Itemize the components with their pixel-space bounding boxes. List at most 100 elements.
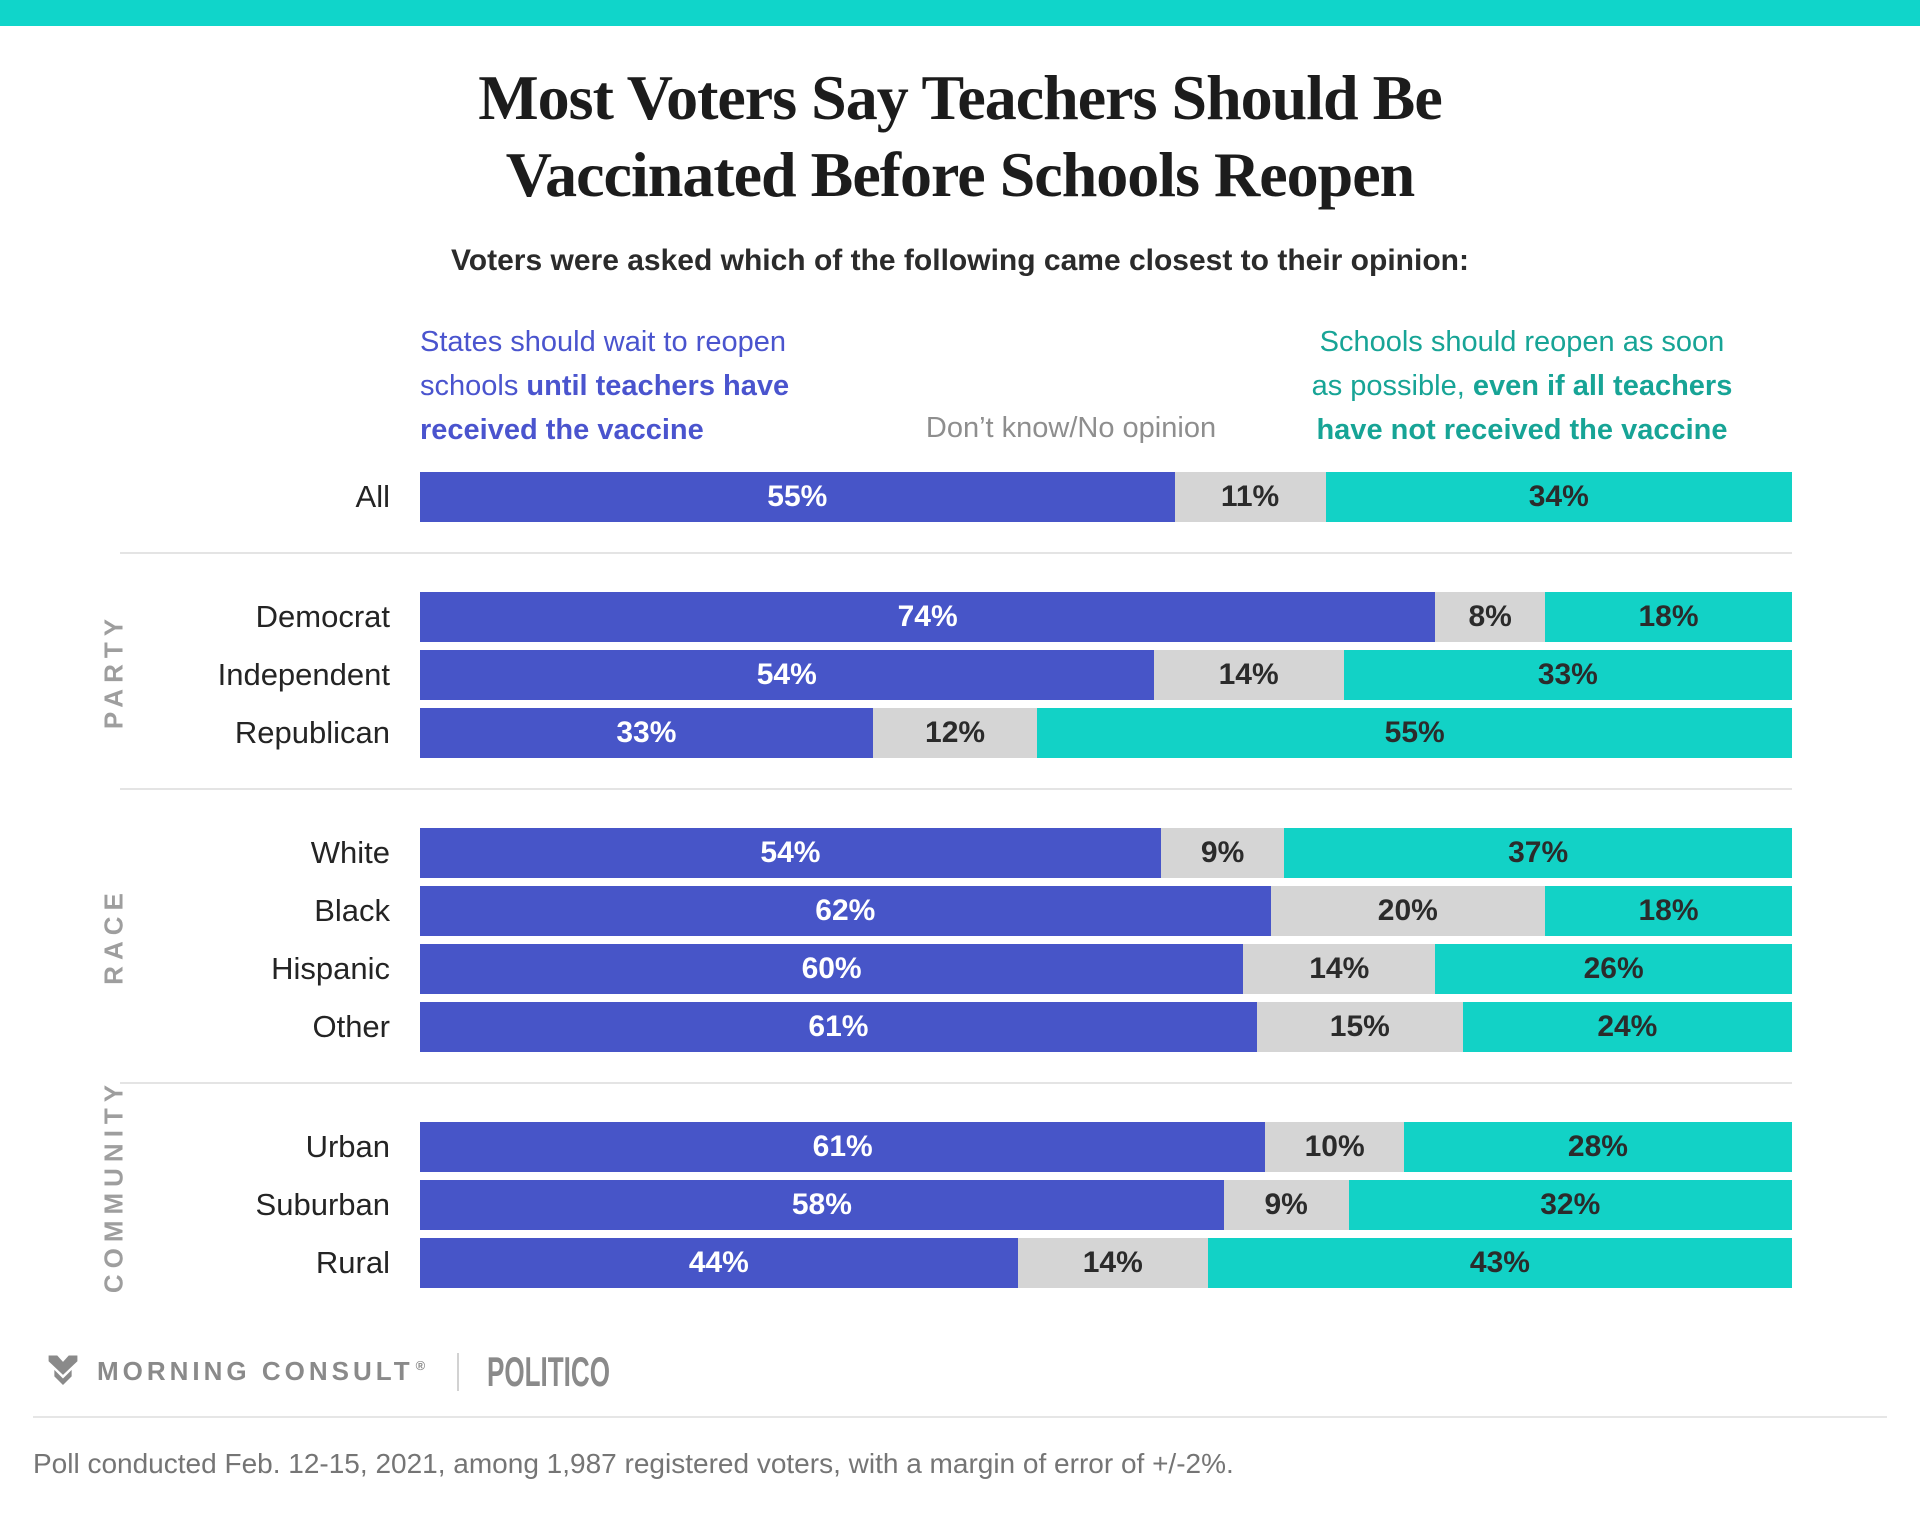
row-label: Black	[314, 892, 390, 928]
chart-title-line1: Most Voters Say Teachers Should Be	[478, 62, 1442, 133]
bar-row-other: Other 61% 15% 24%	[120, 1001, 1792, 1052]
segment-dont-know: 14%	[1243, 943, 1436, 994]
row-label: Democrat	[255, 598, 390, 634]
row-label: Republican	[234, 714, 390, 750]
bar-row-all: All 55% 11% 34%	[120, 471, 1792, 522]
stacked-bar: 61% 15% 24%	[420, 1001, 1792, 1052]
brand-top-strip	[0, 0, 1920, 26]
chart-group-all: All 55% 11% 34%	[120, 471, 1792, 552]
legend-wait-line3-bold: received the vaccine	[420, 413, 704, 446]
segment-wait: 74%	[420, 591, 1436, 642]
stacked-bar: 44% 14% 43%	[420, 1237, 1792, 1288]
segment-reopen: 32%	[1348, 1179, 1792, 1230]
segment-reopen: 26%	[1435, 943, 1792, 994]
segment-reopen: 18%	[1545, 591, 1792, 642]
brand-row: MORNING CONSULT ® POLITICO	[45, 1348, 1887, 1396]
section-label-party: PARTY	[98, 612, 129, 729]
legend-reopen-line1: Schools should reopen as soon	[1319, 325, 1725, 358]
bar-row-independent: Independent 54% 14% 33%	[120, 649, 1792, 700]
bar-row-urban: Urban 61% 10% 28%	[120, 1121, 1792, 1172]
registered-trademark-symbol: ®	[415, 1358, 430, 1374]
segment-wait: 60%	[420, 943, 1244, 994]
stacked-bar: 33% 12% 55%	[420, 707, 1792, 758]
segment-wait: 54%	[420, 649, 1154, 700]
legend-reopen-line3-bold: have not received the vaccine	[1316, 413, 1728, 446]
bar-row-black: Black 62% 20% 18%	[120, 885, 1792, 936]
row-label: Hispanic	[271, 950, 390, 986]
politico-wordmark: POLITICO	[487, 1347, 611, 1395]
row-label: Independent	[217, 656, 390, 692]
bar-row-democrat: Democrat 74% 8% 18%	[120, 591, 1792, 642]
segment-dont-know: 9%	[1160, 827, 1285, 878]
chart-title-line2: Vaccinated Before Schools Reopen	[505, 138, 1415, 210]
segment-reopen: 24%	[1462, 1001, 1792, 1052]
brand-separator	[457, 1352, 460, 1391]
section-label-race: RACE	[98, 886, 129, 985]
morning-consult-logo-icon	[48, 1355, 78, 1385]
segment-reopen: 34%	[1325, 471, 1792, 522]
segment-reopen: 37%	[1284, 827, 1792, 878]
stacked-bar: 61% 10% 28%	[420, 1121, 1792, 1172]
segment-wait: 54%	[420, 827, 1161, 878]
stacked-bar: 60% 14% 26%	[420, 943, 1792, 994]
row-label: Suburban	[255, 1186, 390, 1222]
segment-wait: 33%	[420, 707, 873, 758]
row-label: Other	[312, 1008, 390, 1044]
methodology-note: Poll conducted Feb. 12-15, 2021, among 1…	[33, 1447, 1234, 1479]
bar-row-suburban: Suburban 58% 9% 32%	[120, 1179, 1792, 1230]
stacked-bar-chart: All 55% 11% 34% PARTY Democrat 74% 8% 18% Indepen…	[99, 471, 1792, 1293]
segment-dont-know: 15%	[1256, 1001, 1463, 1052]
segment-wait: 62%	[420, 885, 1271, 936]
segment-wait: 61%	[420, 1001, 1257, 1052]
stacked-bar: 54% 9% 37%	[420, 827, 1792, 878]
segment-dont-know: 14%	[1017, 1237, 1208, 1288]
stacked-bar: 74% 8% 18%	[420, 591, 1792, 642]
footer-divider	[33, 1415, 1887, 1418]
bar-row-republican: Republican 33% 12% 55%	[120, 707, 1792, 758]
segment-dont-know: 14%	[1153, 649, 1344, 700]
chart-title: Most Voters Say Teachers Should Be Vaccin…	[0, 60, 1920, 214]
row-label: Rural	[315, 1244, 390, 1280]
segment-reopen: 55%	[1037, 707, 1792, 758]
legend-dont-know: Don’t know/No opinion	[925, 411, 1217, 444]
segment-wait: 44%	[420, 1237, 1018, 1288]
segment-dont-know: 11%	[1174, 471, 1326, 522]
chart-subtitle: Voters were asked which of the following…	[451, 243, 1469, 277]
segment-dont-know: 20%	[1270, 885, 1546, 936]
segment-reopen: 28%	[1403, 1121, 1792, 1172]
segment-wait: 55%	[420, 471, 1175, 522]
stacked-bar: 55% 11% 34%	[420, 471, 1792, 522]
legend-wait-line2-bold: until teachers have	[526, 369, 790, 402]
legend-wait-line1: States should wait to reopen	[420, 325, 786, 358]
morning-consult-wordmark: MORNING CONSULT ®	[97, 1356, 429, 1387]
row-label: All	[355, 478, 390, 514]
segment-dont-know: 9%	[1223, 1179, 1349, 1230]
segment-wait: 61%	[420, 1121, 1266, 1172]
stacked-bar: 62% 20% 18%	[420, 885, 1792, 936]
stacked-bar: 54% 14% 33%	[420, 649, 1792, 700]
segment-reopen: 33%	[1343, 649, 1792, 700]
section-label-community: COMMUNITY	[98, 1078, 129, 1293]
footer: MORNING CONSULT ® POLITICO Poll conducted…	[0, 1348, 1920, 1480]
stacked-bar: 58% 9% 32%	[420, 1179, 1792, 1230]
chart-group-community: COMMUNITY Urban 61% 10% 28% Suburban 58% 9% 32% R…	[99, 1078, 1792, 1293]
legend-wait-line2-regular: schools	[420, 369, 527, 402]
bar-row-hispanic: Hispanic 60% 14% 26%	[120, 943, 1792, 994]
segment-dont-know: 10%	[1265, 1121, 1404, 1172]
segment-dont-know: 8%	[1435, 591, 1546, 642]
morning-consult-text: MORNING CONSULT	[97, 1356, 414, 1387]
legend-reopen-line2-regular: as possible,	[1311, 369, 1473, 402]
segment-dont-know: 12%	[872, 707, 1038, 758]
row-label: White	[310, 834, 390, 870]
legend-reopen-asap: Schools should reopen as soon as possible…	[1252, 320, 1792, 452]
chart-group-race: RACE White 54% 9% 37% Black 62% 20% 18% Hispanic 6…	[99, 787, 1792, 1082]
chart-group-party: PARTY Democrat 74% 8% 18% Independent 54% 14% 33…	[99, 551, 1792, 788]
row-label: Urban	[305, 1128, 390, 1164]
legend-wait-for-vaccine: States should wait to reopen schools unti…	[420, 320, 890, 452]
bar-row-white: White 54% 9% 37%	[120, 827, 1792, 878]
legend: States should wait to reopen schools unti…	[420, 320, 1792, 452]
legend-reopen-line2-bold: even if all teachers	[1472, 369, 1733, 402]
segment-reopen: 18%	[1545, 885, 1792, 936]
bar-row-rural: Rural 44% 14% 43%	[120, 1237, 1792, 1288]
